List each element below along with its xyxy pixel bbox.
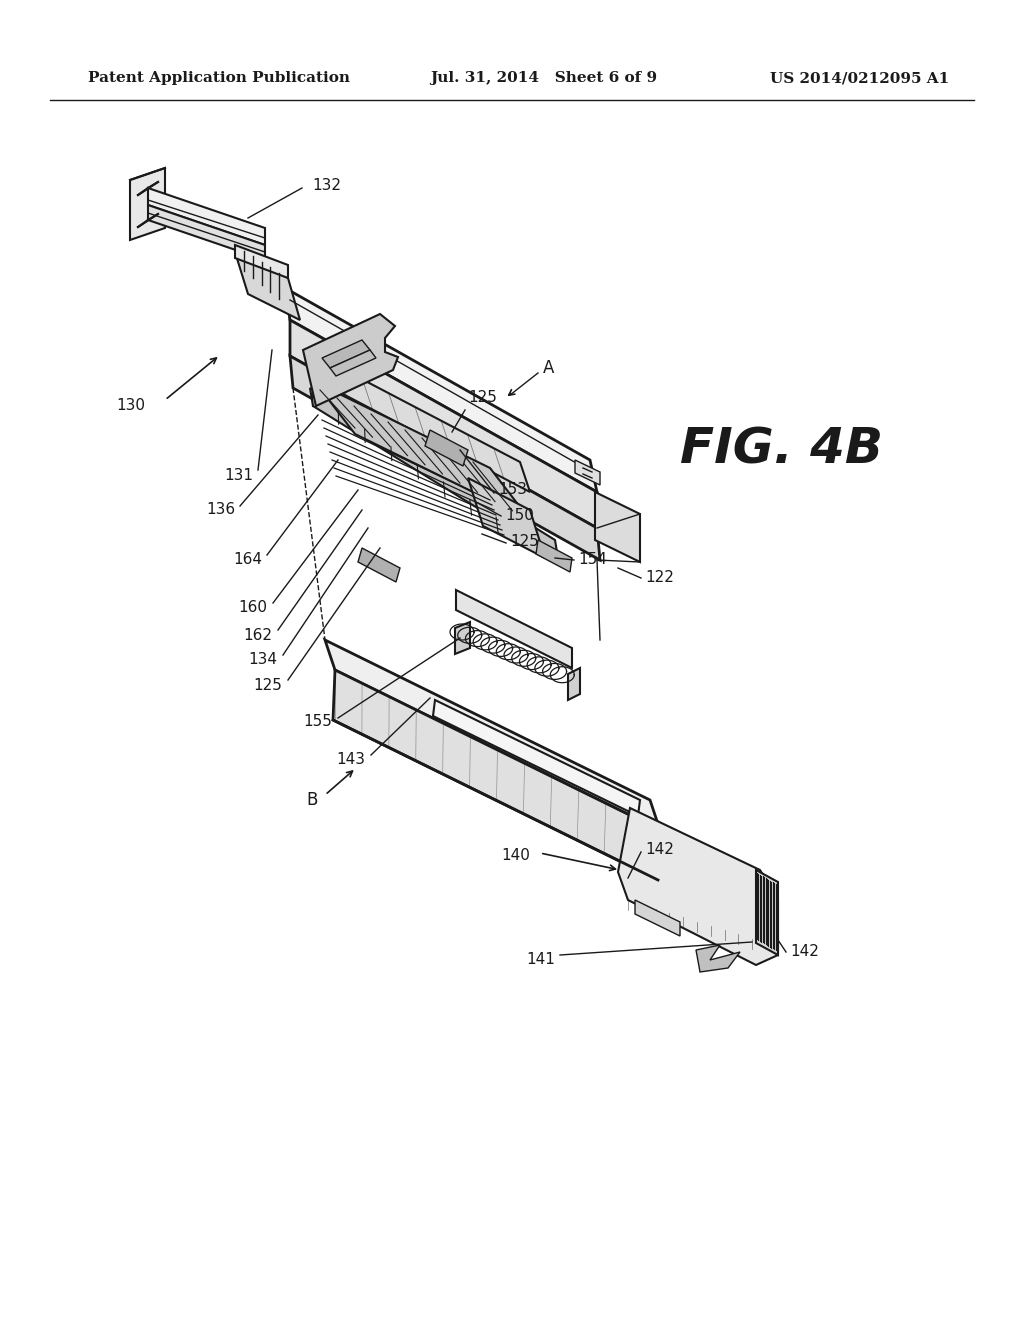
Text: 125: 125 — [253, 677, 282, 693]
Polygon shape — [425, 430, 468, 466]
Text: 142: 142 — [790, 945, 819, 960]
Polygon shape — [595, 492, 640, 562]
Polygon shape — [618, 808, 778, 965]
Text: US 2014/0212095 A1: US 2014/0212095 A1 — [770, 71, 949, 84]
Polygon shape — [303, 314, 398, 407]
Polygon shape — [290, 356, 600, 560]
Polygon shape — [568, 668, 580, 700]
Text: 125: 125 — [510, 535, 539, 549]
Polygon shape — [358, 548, 400, 582]
Text: 160: 160 — [238, 601, 267, 615]
Polygon shape — [455, 622, 470, 653]
Text: 140: 140 — [501, 847, 530, 862]
Text: 153: 153 — [498, 483, 527, 498]
Polygon shape — [433, 700, 640, 816]
Polygon shape — [536, 540, 572, 572]
Polygon shape — [325, 640, 660, 830]
Text: 154: 154 — [578, 553, 607, 568]
Polygon shape — [310, 388, 558, 558]
Text: FIG. 4B: FIG. 4B — [680, 426, 883, 474]
Text: 141: 141 — [526, 953, 555, 968]
Text: B: B — [306, 791, 318, 809]
Text: 130: 130 — [116, 397, 145, 412]
Polygon shape — [333, 671, 660, 880]
Text: 164: 164 — [233, 553, 262, 568]
Polygon shape — [234, 252, 300, 319]
Text: 125: 125 — [468, 389, 497, 405]
Polygon shape — [696, 945, 740, 972]
Polygon shape — [575, 459, 600, 484]
Text: A: A — [543, 359, 554, 378]
Polygon shape — [756, 870, 778, 954]
Text: 136: 136 — [206, 503, 234, 517]
Polygon shape — [130, 168, 165, 240]
Text: 132: 132 — [312, 177, 341, 193]
Text: 134: 134 — [248, 652, 278, 668]
Text: 122: 122 — [645, 570, 674, 586]
Polygon shape — [330, 350, 376, 376]
Text: 150: 150 — [505, 507, 534, 523]
Polygon shape — [148, 205, 265, 260]
Text: 131: 131 — [224, 467, 253, 483]
Polygon shape — [315, 381, 530, 520]
Polygon shape — [468, 478, 545, 558]
Text: 155: 155 — [303, 714, 332, 730]
Polygon shape — [635, 900, 680, 936]
Polygon shape — [148, 187, 265, 246]
Polygon shape — [285, 288, 597, 492]
Text: 143: 143 — [336, 752, 365, 767]
Polygon shape — [290, 319, 597, 528]
Text: 162: 162 — [243, 627, 272, 643]
Polygon shape — [322, 341, 370, 368]
Text: Patent Application Publication: Patent Application Publication — [88, 71, 350, 84]
Text: Jul. 31, 2014   Sheet 6 of 9: Jul. 31, 2014 Sheet 6 of 9 — [430, 71, 657, 84]
Polygon shape — [234, 246, 288, 279]
Polygon shape — [310, 352, 530, 492]
Polygon shape — [456, 590, 572, 668]
Text: 142: 142 — [645, 842, 674, 858]
